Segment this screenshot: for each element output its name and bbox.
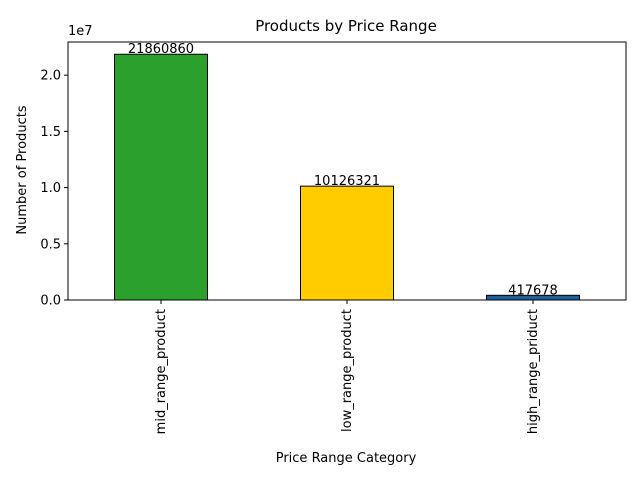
y-tick-label: 2.0: [40, 69, 61, 84]
y-tick-label: 1.5: [40, 125, 61, 140]
y-axis-offset-text: 1e7: [68, 24, 93, 39]
bar-low_range_product: [300, 185, 394, 301]
axes-frame: [67, 41, 627, 301]
x-axis-label: Price Range Category: [276, 451, 417, 466]
chart-title: Products by Price Range: [255, 17, 437, 35]
bar-mid_range_product: [114, 53, 208, 301]
bar-value-label: 21860860: [128, 42, 194, 57]
y-tick-label: 0.5: [40, 237, 61, 252]
bar-value-label: 10126321: [314, 174, 380, 189]
y-tick-label: 1.0: [40, 181, 61, 196]
y-axis-label: Number of Products: [15, 105, 30, 234]
x-tick-label: high_range_priduct: [526, 309, 541, 434]
plot-area: 21860860 10126321 417678 0.0 0.5 1.0 1.5 2.0 mid…: [40, 41, 627, 434]
x-tick-label: mid_range_product: [154, 309, 169, 434]
y-tick-label: 0.0: [40, 294, 61, 309]
x-tick-label: low_range_product: [340, 309, 355, 432]
bar-value-label: 417678: [508, 283, 558, 298]
